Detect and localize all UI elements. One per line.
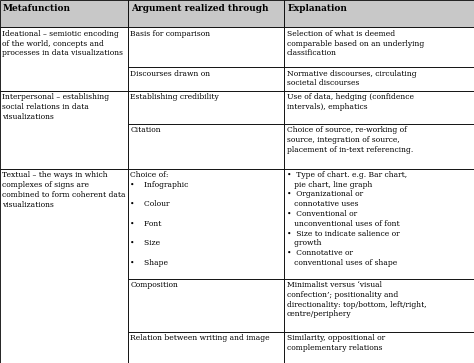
Bar	[284, 67, 474, 90]
Text: Minimalist versus ‘visual
confection’; positionality and
directionality: top/bot: Minimalist versus ‘visual confection’; p…	[287, 281, 427, 318]
Bar	[284, 278, 474, 331]
Bar	[284, 169, 474, 278]
Text: Metafunction: Metafunction	[3, 4, 71, 13]
Bar	[284, 331, 474, 363]
Text: Argument realized through: Argument realized through	[131, 4, 268, 13]
Bar	[0, 0, 128, 27]
Text: Selection of what is deemed
comparable based on an underlying
classification: Selection of what is deemed comparable b…	[287, 30, 424, 57]
Bar	[128, 278, 284, 331]
Text: Relation between writing and image: Relation between writing and image	[130, 334, 270, 342]
Text: Discourses drawn on: Discourses drawn on	[130, 70, 210, 78]
Text: Similarity, oppositional or
complementary relations: Similarity, oppositional or complementar…	[287, 334, 385, 352]
Text: •  Type of chart. e.g. Bar chart,
   pie chart, line graph
•  Organizational or
: • Type of chart. e.g. Bar chart, pie cha…	[287, 171, 407, 267]
Bar	[128, 90, 284, 124]
Bar	[128, 331, 284, 363]
Bar	[284, 124, 474, 169]
Text: Composition: Composition	[130, 281, 178, 289]
Bar	[128, 169, 284, 278]
Text: Ideational – semiotic encoding
of the world, concepts and
processes in data visu: Ideational – semiotic encoding of the wo…	[2, 30, 123, 57]
Bar	[128, 67, 284, 90]
Bar	[0, 27, 128, 90]
Bar	[128, 124, 284, 169]
Text: Basis for comparison: Basis for comparison	[130, 30, 210, 38]
Bar	[128, 0, 284, 27]
Bar	[284, 27, 474, 67]
Bar	[284, 90, 474, 124]
Text: Establishing credibility: Establishing credibility	[130, 93, 219, 101]
Bar	[284, 0, 474, 27]
Text: Use of data, hedging (confidence
intervals), emphatics: Use of data, hedging (confidence interva…	[287, 93, 414, 111]
Text: Explanation: Explanation	[287, 4, 347, 13]
Text: Choice of:
•    Infographic

•    Colour

•    Font

•    Size

•    Shape: Choice of: • Infographic • Colour • Font…	[130, 171, 189, 267]
Text: Choice of source, re-working of
source, integration of source,
placement of in-t: Choice of source, re-working of source, …	[287, 126, 413, 154]
Bar	[0, 169, 128, 363]
Text: Citation: Citation	[130, 126, 161, 134]
Bar	[0, 90, 128, 169]
Bar	[128, 27, 284, 67]
Text: Normative discourses, circulating
societal discourses: Normative discourses, circulating societ…	[287, 70, 416, 87]
Text: Interpersonal – establishing
social relations in data
visualizations: Interpersonal – establishing social rela…	[2, 93, 109, 121]
Text: Textual – the ways in which
complexes of signs are
combined to form coherent dat: Textual – the ways in which complexes of…	[2, 171, 126, 209]
